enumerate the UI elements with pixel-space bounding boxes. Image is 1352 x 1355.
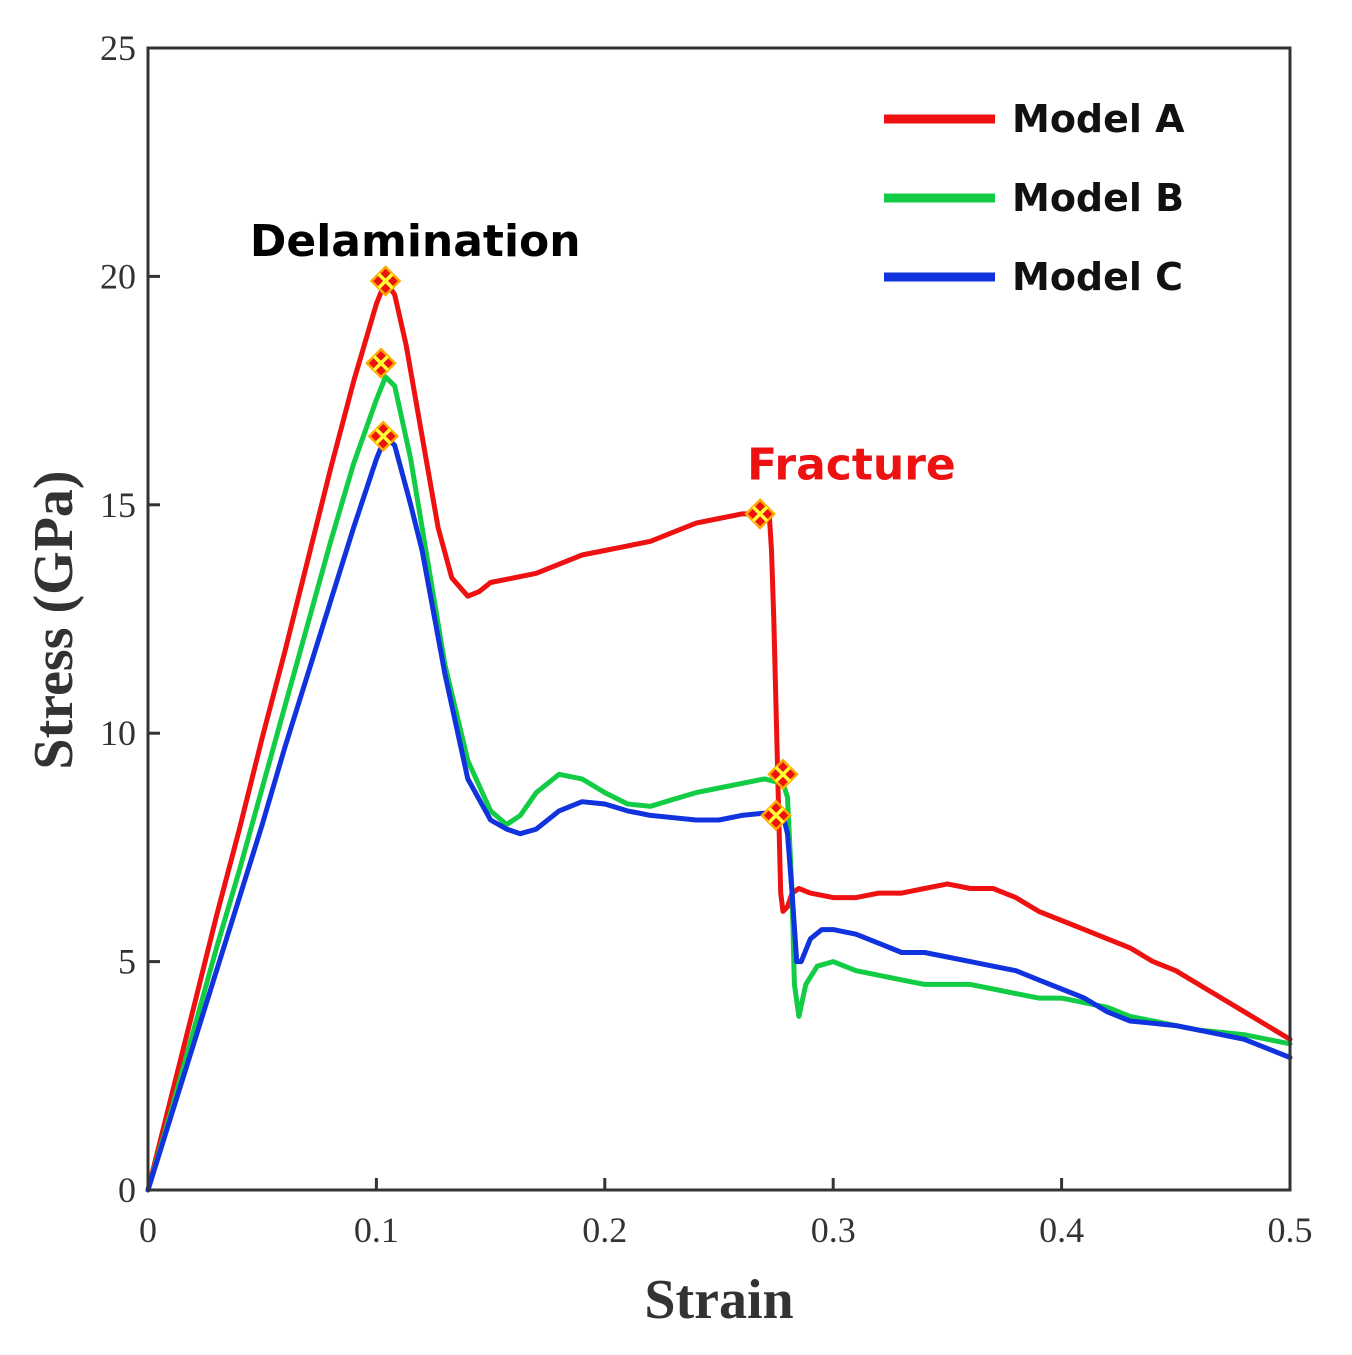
legend-label-model-c: Model C [1012,255,1183,299]
x-tick-label: 0 [139,1210,157,1250]
legend-label-model-a: Model A [1012,97,1185,141]
x-tick-label: 0.5 [1268,1210,1313,1250]
series-line-model-a [145,278,1293,1193]
annotation-fracture: Fracture [747,440,956,491]
y-tick-label: 25 [100,28,136,68]
x-tick-label: 0.4 [1039,1210,1084,1250]
series-curves [145,278,1293,1193]
failure-marker [760,799,792,832]
failure-markers [365,265,799,832]
y-tick-label: 5 [118,942,136,982]
series-line-model-b [145,374,1293,1193]
series-line-model-c [145,433,1293,1193]
failure-marker [767,758,799,791]
x-tick-label: 0.2 [582,1210,627,1250]
failure-marker [369,265,402,297]
annotations: Delamination Fracture [250,216,956,491]
annotation-delamination: Delamination [250,216,581,267]
failure-marker [744,498,776,530]
legend-label-model-b: Model B [1012,176,1184,220]
y-tick-label: 20 [100,256,136,296]
plot-frame [146,46,1292,1192]
failure-marker [367,420,400,453]
failure-marker [365,347,397,379]
x-tick-label: 0.3 [811,1210,856,1250]
y-axis-title: Stress (GPa) [23,470,85,769]
y-tick-label: 10 [100,713,136,753]
x-tick-label: 0.1 [354,1210,399,1250]
axis-ticks: 0 0.1 0.2 0.3 0.4 0.5 0 5 10 15 20 25 [100,28,1313,1250]
y-tick-label: 0 [118,1170,136,1210]
y-tick-label: 15 [100,485,136,525]
x-axis-title: Strain [644,1269,793,1331]
legend: Model A Model B Model C [884,97,1185,299]
